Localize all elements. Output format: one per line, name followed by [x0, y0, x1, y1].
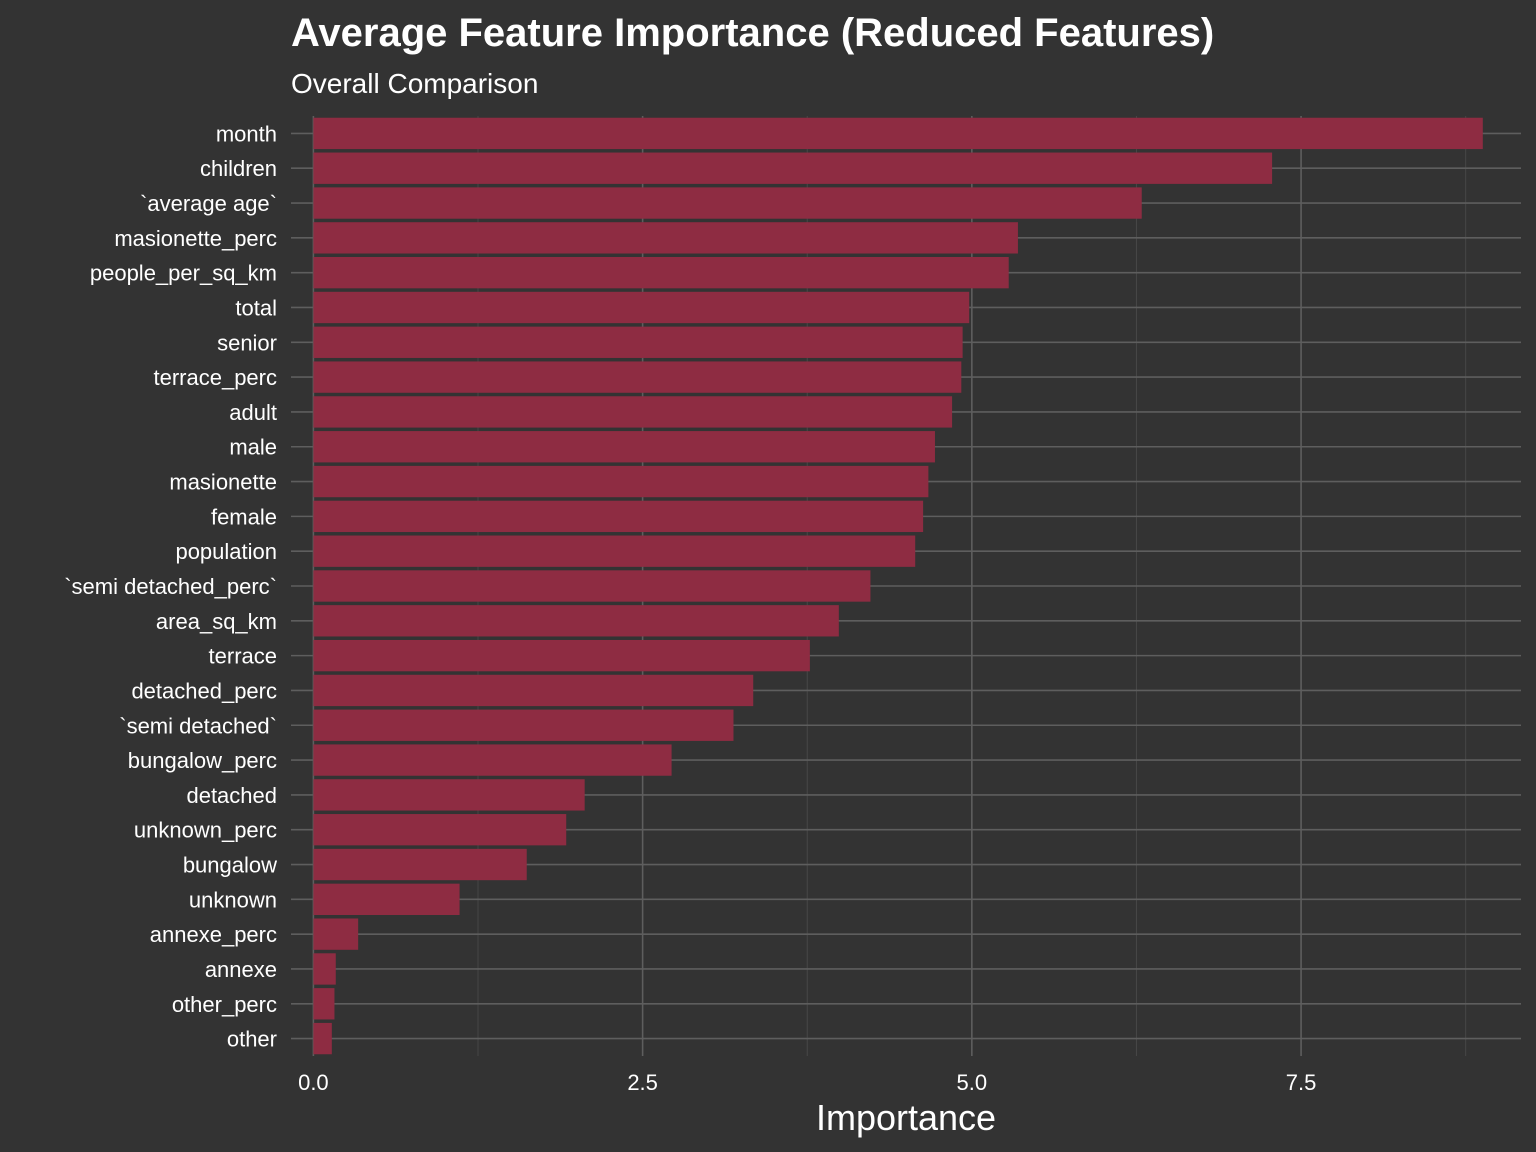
category-label-4: people_per_sq_km — [90, 261, 277, 286]
bar-18 — [313, 744, 672, 776]
x-axis-title: Importance — [816, 1097, 996, 1138]
bar-14 — [313, 605, 839, 637]
x-tick-label-0: 0.0 — [298, 1070, 329, 1095]
category-label-10: masionette — [169, 470, 277, 495]
category-label-0: month — [216, 121, 277, 146]
bar-2 — [313, 187, 1142, 219]
category-label-1: children — [200, 156, 277, 181]
category-label-23: annexe_perc — [150, 922, 277, 947]
category-label-13: `semi detached_perc` — [64, 574, 277, 599]
category-label-3: masionette_perc — [114, 226, 277, 251]
bar-13 — [313, 570, 871, 602]
bar-15 — [313, 639, 810, 672]
bar-23 — [313, 918, 359, 950]
category-label-2: `average age` — [140, 191, 277, 216]
category-label-21: bungalow — [183, 853, 277, 878]
bar-22 — [313, 883, 460, 915]
bar-3 — [313, 222, 1018, 254]
bar-7 — [313, 361, 962, 393]
bar-9 — [313, 431, 935, 463]
category-label-17: `semi detached` — [119, 713, 277, 738]
bars — [313, 117, 1483, 1055]
category-label-26: other — [227, 1027, 277, 1052]
category-label-25: other_perc — [172, 992, 277, 1017]
category-label-19: detached — [186, 783, 277, 808]
bar-16 — [313, 674, 754, 707]
x-tick-labels: 0.0 2.5 5.0 7.5 — [298, 1070, 1316, 1095]
bar-10 — [313, 465, 929, 498]
bar-0 — [313, 117, 1483, 150]
bar-5 — [313, 291, 970, 324]
category-label-7: terrace_perc — [153, 365, 277, 390]
category-label-22: unknown — [189, 887, 277, 912]
category-labels: month children `average age` masionette_per… — [64, 121, 277, 1051]
bar-19 — [313, 779, 585, 811]
bar-6 — [313, 326, 963, 358]
category-label-12: population — [175, 539, 277, 564]
category-label-20: unknown_perc — [134, 818, 277, 843]
category-label-11: female — [211, 504, 277, 529]
bar-17 — [313, 709, 734, 741]
bar-20 — [313, 814, 567, 846]
bar-24 — [313, 953, 336, 985]
bar-21 — [313, 848, 527, 881]
bar-1 — [313, 152, 1273, 184]
bar-4 — [313, 257, 1009, 289]
chart-title: Average Feature Importance (Reduced Feat… — [291, 11, 1214, 55]
category-label-16: detached_perc — [131, 678, 277, 703]
chart-subtitle: Overall Comparison — [291, 68, 538, 99]
bar-11 — [313, 500, 924, 533]
x-tick-label-2: 5.0 — [957, 1070, 988, 1095]
category-label-6: senior — [217, 330, 277, 355]
bar-25 — [313, 988, 335, 1020]
category-label-24: annexe — [205, 957, 277, 982]
category-label-15: terrace — [209, 644, 277, 669]
category-label-5: total — [235, 295, 277, 320]
category-label-8: adult — [229, 400, 277, 425]
x-tick-label-1: 2.5 — [627, 1070, 658, 1095]
category-label-18: bungalow_perc — [128, 748, 277, 773]
bar-12 — [313, 535, 916, 567]
category-label-14: area_sq_km — [156, 609, 277, 634]
category-label-9: male — [229, 435, 277, 460]
bar-26 — [313, 1022, 332, 1055]
x-tick-label-3: 7.5 — [1286, 1070, 1317, 1095]
bar-8 — [313, 396, 953, 428]
